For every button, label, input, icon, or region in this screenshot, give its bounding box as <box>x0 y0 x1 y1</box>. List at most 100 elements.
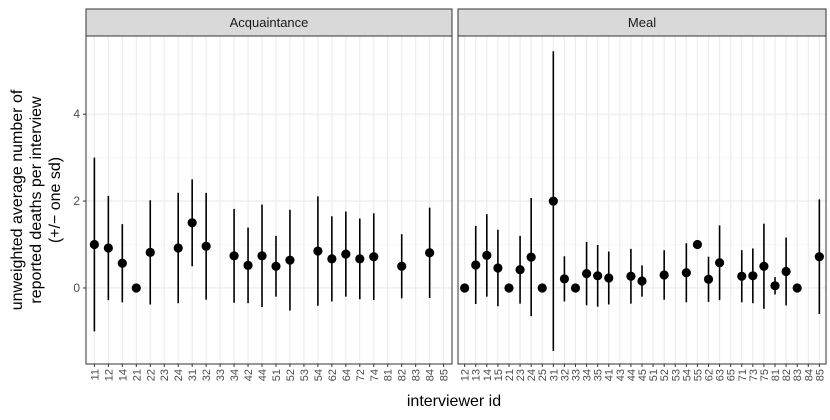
x-tick-label: 65 <box>726 369 738 381</box>
data-point <box>659 270 669 280</box>
data-point <box>681 268 691 278</box>
data-point <box>759 261 769 271</box>
x-tick-label: 82 <box>781 369 793 381</box>
x-tick-label: 31 <box>187 369 199 381</box>
data-point <box>559 274 570 284</box>
panel-background <box>86 36 452 364</box>
data-point <box>626 271 636 281</box>
x-tick-label: 64 <box>341 369 353 381</box>
x-tick-label: 73 <box>748 369 760 381</box>
data-point <box>792 283 802 293</box>
x-tick-label: 82 <box>397 369 409 381</box>
x-tick-label: 72 <box>355 369 367 381</box>
data-point <box>89 239 99 250</box>
x-tick-label: 12 <box>460 369 472 381</box>
x-tick-label: 71 <box>737 369 749 381</box>
data-point <box>369 252 379 262</box>
x-tick-label: 53 <box>299 369 311 381</box>
x-tick-label: 54 <box>681 369 693 381</box>
x-tick-label: 35 <box>593 369 605 381</box>
data-point <box>117 258 127 268</box>
x-tick-label: 23 <box>159 369 171 381</box>
data-point <box>537 283 547 293</box>
y-tick-label: 4 <box>73 107 80 121</box>
data-point <box>285 255 295 265</box>
facet-strip-label: Acquaintance <box>230 15 309 30</box>
data-point <box>173 243 183 253</box>
data-point <box>737 271 747 281</box>
x-tick-label: 41 <box>604 369 616 381</box>
data-point <box>482 250 492 260</box>
x-tick-label: 84 <box>425 369 437 381</box>
x-tick-label: 42 <box>243 369 255 381</box>
data-point <box>604 273 614 283</box>
x-tick-label: 11 <box>89 369 101 380</box>
data-point <box>131 283 141 293</box>
x-tick-label: 53 <box>670 369 682 381</box>
data-point <box>257 251 267 261</box>
x-tick-label: 24 <box>173 369 185 381</box>
data-point <box>548 196 558 206</box>
x-tick-label: 85 <box>814 369 826 381</box>
x-tick-label: 52 <box>659 369 671 381</box>
x-tick-label: 25 <box>537 369 549 381</box>
x-tick-label: 43 <box>615 369 627 381</box>
facet-strip-label: Meal <box>628 15 656 30</box>
data-point <box>341 249 351 259</box>
data-point <box>460 283 470 293</box>
x-tick-label: 45 <box>637 369 649 381</box>
x-tick-label: 12 <box>103 369 115 381</box>
data-point <box>703 274 714 284</box>
x-tick-label: 31 <box>548 369 560 381</box>
x-tick-label: 13 <box>471 369 483 381</box>
x-tick-label: 51 <box>271 369 283 381</box>
data-point <box>397 261 407 271</box>
y-axis-title-line: (+/− one sd) <box>47 157 64 243</box>
facet-panel-meal: Meal 12 13 14 15 21 23 24 25 31 32 33 34 35 41 43 44 45 51… <box>457 8 827 381</box>
y-axis-title: unweighted average number of reported dea… <box>9 89 64 310</box>
x-tick-label: 33 <box>215 369 227 381</box>
x-tick-label: 85 <box>439 369 451 381</box>
data-point <box>504 283 514 293</box>
data-point <box>471 260 481 270</box>
data-point <box>313 246 323 256</box>
x-tick-label: 21 <box>131 369 143 381</box>
y-axis-title-line: reported deaths per interview <box>28 96 45 304</box>
x-tick-label: 51 <box>648 369 660 381</box>
x-tick-label: 81 <box>383 369 395 381</box>
x-tick-label: 24 <box>526 369 538 381</box>
x-tick-label: 23 <box>515 369 527 381</box>
data-point <box>692 239 703 250</box>
data-point <box>526 252 536 262</box>
data-point <box>637 276 647 286</box>
data-point <box>425 248 435 258</box>
data-point <box>201 241 211 251</box>
x-tick-label: 14 <box>117 369 129 381</box>
x-tick-label: 84 <box>803 369 815 381</box>
data-point <box>243 260 253 270</box>
x-tick-label: 63 <box>715 369 727 381</box>
data-point <box>748 271 758 281</box>
y-axis-title-line: unweighted average number of <box>9 89 26 310</box>
data-point <box>493 263 503 273</box>
y-tick-label: 0 <box>73 281 80 295</box>
x-tick-label: 55 <box>692 369 704 381</box>
x-axis-title: interviewer id <box>407 393 501 410</box>
x-tick-label: 83 <box>411 369 423 381</box>
x-tick-label: 33 <box>570 369 582 381</box>
facet-strip <box>457 8 827 37</box>
x-tick-label: 14 <box>482 369 494 381</box>
data-point <box>145 247 155 257</box>
data-point <box>327 254 337 264</box>
data-point <box>814 252 824 262</box>
facet-strip <box>85 8 453 37</box>
data-point <box>770 281 780 291</box>
x-tick-label: 15 <box>493 369 505 381</box>
data-point <box>581 269 592 279</box>
data-point <box>355 254 365 264</box>
data-point <box>570 283 581 293</box>
x-tick-label: 62 <box>327 369 339 381</box>
x-tick-label: 44 <box>257 369 269 381</box>
